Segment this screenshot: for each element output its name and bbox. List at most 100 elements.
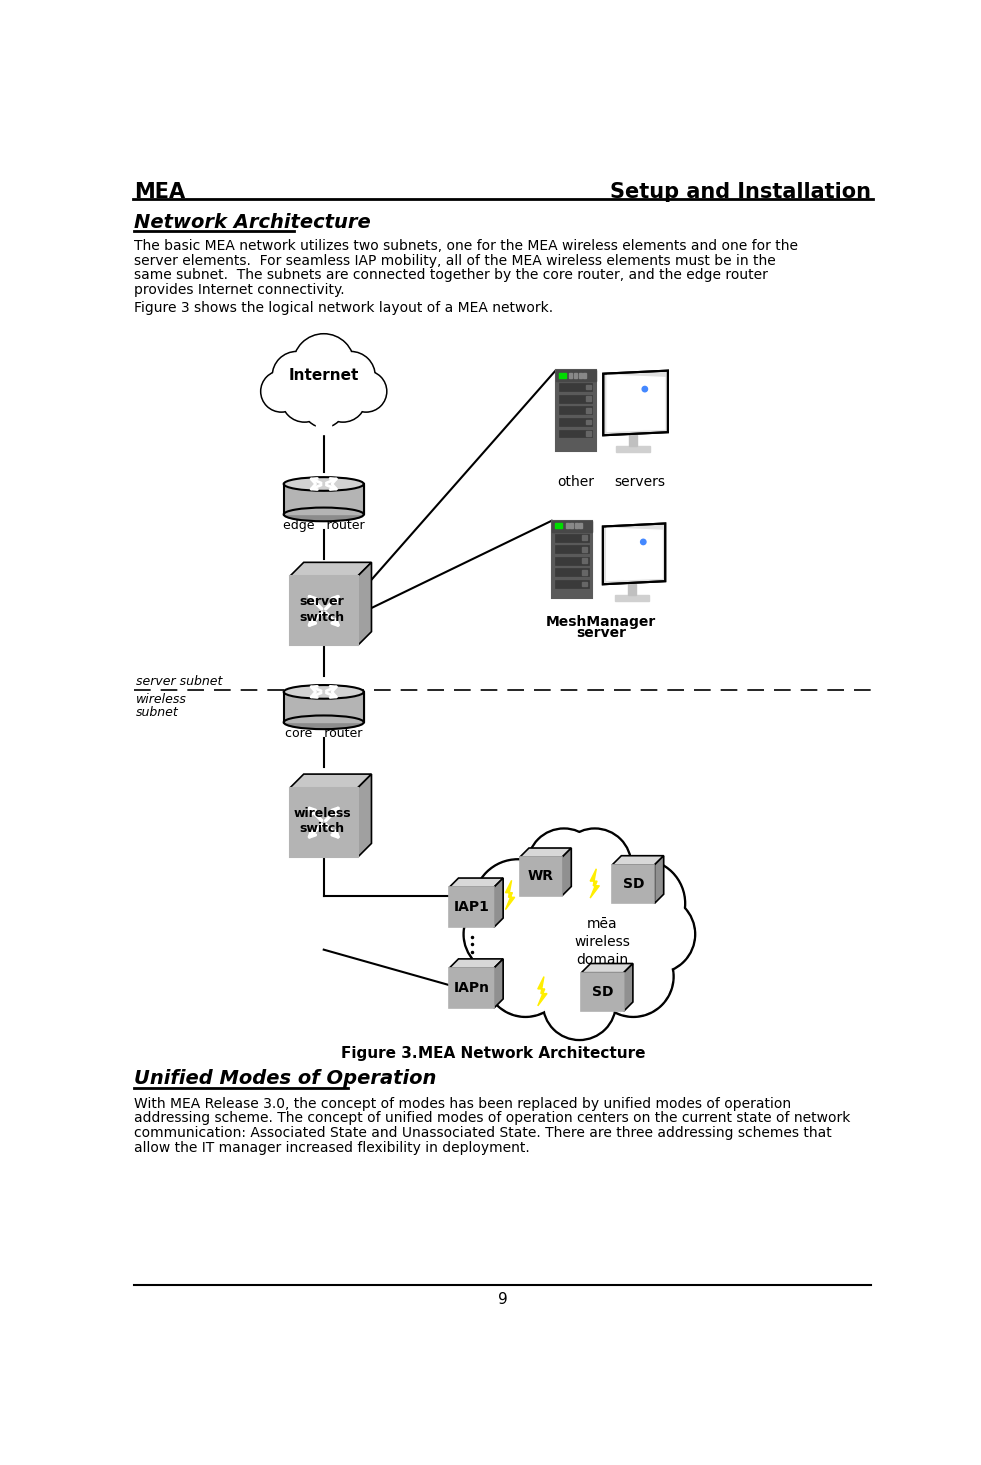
Bar: [569, 372, 573, 378]
Circle shape: [294, 335, 353, 394]
Bar: [570, 523, 573, 529]
Text: Network Architecture: Network Architecture: [134, 212, 371, 231]
Text: other: other: [557, 475, 594, 488]
Circle shape: [347, 372, 386, 410]
Bar: [554, 523, 562, 529]
Bar: [612, 864, 654, 904]
Bar: [558, 406, 593, 415]
Polygon shape: [505, 880, 515, 910]
Text: WR: WR: [528, 870, 554, 883]
Polygon shape: [289, 774, 372, 788]
Circle shape: [476, 861, 560, 946]
Circle shape: [320, 377, 366, 422]
Text: Figure 3.: Figure 3.: [340, 1046, 417, 1061]
Circle shape: [498, 854, 660, 1015]
Polygon shape: [654, 856, 664, 904]
Bar: [555, 371, 595, 381]
Bar: [551, 520, 592, 598]
Polygon shape: [520, 848, 571, 857]
Bar: [558, 429, 593, 437]
Bar: [284, 483, 364, 514]
Text: SD: SD: [592, 984, 613, 999]
Bar: [579, 372, 582, 378]
Polygon shape: [582, 964, 633, 973]
Text: addressing scheme. The concept of unified modes of operation centers on the curr: addressing scheme. The concept of unifie…: [134, 1112, 851, 1125]
Text: Setup and Installation: Setup and Installation: [610, 182, 871, 202]
Bar: [554, 557, 589, 564]
Text: Unified Modes of Operation: Unified Modes of Operation: [134, 1069, 437, 1088]
Text: provides Internet connectivity.: provides Internet connectivity.: [134, 283, 345, 297]
Text: servers: servers: [614, 475, 665, 488]
Bar: [587, 407, 591, 413]
Polygon shape: [449, 878, 503, 888]
Text: server subnet: server subnet: [135, 675, 223, 687]
Circle shape: [293, 334, 354, 396]
Text: With MEA Release 3.0, the concept of modes has been replaced by unified modes of: With MEA Release 3.0, the concept of mod…: [134, 1097, 792, 1110]
Circle shape: [322, 378, 365, 420]
Text: IAP1: IAP1: [453, 901, 490, 914]
Circle shape: [473, 858, 562, 948]
Bar: [587, 385, 591, 390]
Circle shape: [345, 371, 387, 412]
Bar: [616, 445, 650, 453]
Circle shape: [487, 938, 564, 1015]
Ellipse shape: [284, 507, 364, 522]
Text: server: server: [576, 626, 626, 640]
Bar: [551, 520, 592, 532]
Circle shape: [593, 936, 674, 1017]
Text: SD: SD: [623, 878, 645, 891]
Circle shape: [619, 897, 694, 971]
Text: Figure 3 shows the logical network layout of a MEA network.: Figure 3 shows the logical network layou…: [134, 300, 553, 315]
Polygon shape: [449, 960, 503, 968]
Circle shape: [303, 385, 344, 428]
Bar: [558, 418, 593, 426]
Polygon shape: [562, 848, 571, 895]
Circle shape: [641, 539, 645, 545]
Circle shape: [328, 353, 374, 398]
Circle shape: [530, 831, 598, 900]
Text: switch: switch: [299, 822, 344, 835]
Bar: [558, 372, 566, 378]
Circle shape: [496, 851, 662, 1017]
Polygon shape: [624, 964, 633, 1011]
Bar: [449, 968, 493, 1008]
Text: Internet: Internet: [288, 369, 359, 384]
Circle shape: [617, 895, 696, 974]
Bar: [554, 533, 589, 542]
Text: server: server: [300, 595, 344, 608]
Bar: [583, 546, 587, 551]
Circle shape: [261, 371, 302, 412]
Polygon shape: [603, 523, 665, 585]
Bar: [555, 371, 595, 451]
Text: communication: Associated State and Unassociated State. There are three addressi: communication: Associated State and Unas…: [134, 1127, 832, 1140]
Bar: [582, 973, 624, 1011]
Bar: [587, 397, 591, 401]
Text: 9: 9: [497, 1292, 507, 1307]
Bar: [630, 435, 637, 445]
Ellipse shape: [284, 478, 364, 491]
Text: The basic MEA network utilizes two subnets, one for the MEA wireless elements an: The basic MEA network utilizes two subne…: [134, 239, 799, 253]
Circle shape: [485, 936, 566, 1017]
Bar: [565, 523, 569, 529]
Circle shape: [274, 353, 320, 398]
Bar: [554, 545, 589, 554]
Bar: [575, 523, 578, 529]
Bar: [449, 888, 493, 927]
Circle shape: [560, 831, 630, 900]
Circle shape: [262, 372, 300, 410]
Bar: [583, 558, 587, 563]
Polygon shape: [289, 563, 372, 576]
Bar: [289, 576, 358, 646]
Circle shape: [596, 858, 686, 948]
Circle shape: [304, 388, 343, 426]
Circle shape: [594, 938, 672, 1015]
Polygon shape: [607, 375, 665, 431]
Bar: [587, 431, 591, 435]
Polygon shape: [358, 563, 372, 646]
Text: MEA Network Architecture: MEA Network Architecture: [418, 1046, 645, 1061]
Circle shape: [272, 352, 322, 400]
Ellipse shape: [284, 715, 364, 730]
Text: switch: switch: [299, 611, 344, 624]
Text: MEA: MEA: [134, 182, 185, 202]
Text: allow the IT manager increased flexibility in deployment.: allow the IT manager increased flexibili…: [134, 1141, 530, 1154]
